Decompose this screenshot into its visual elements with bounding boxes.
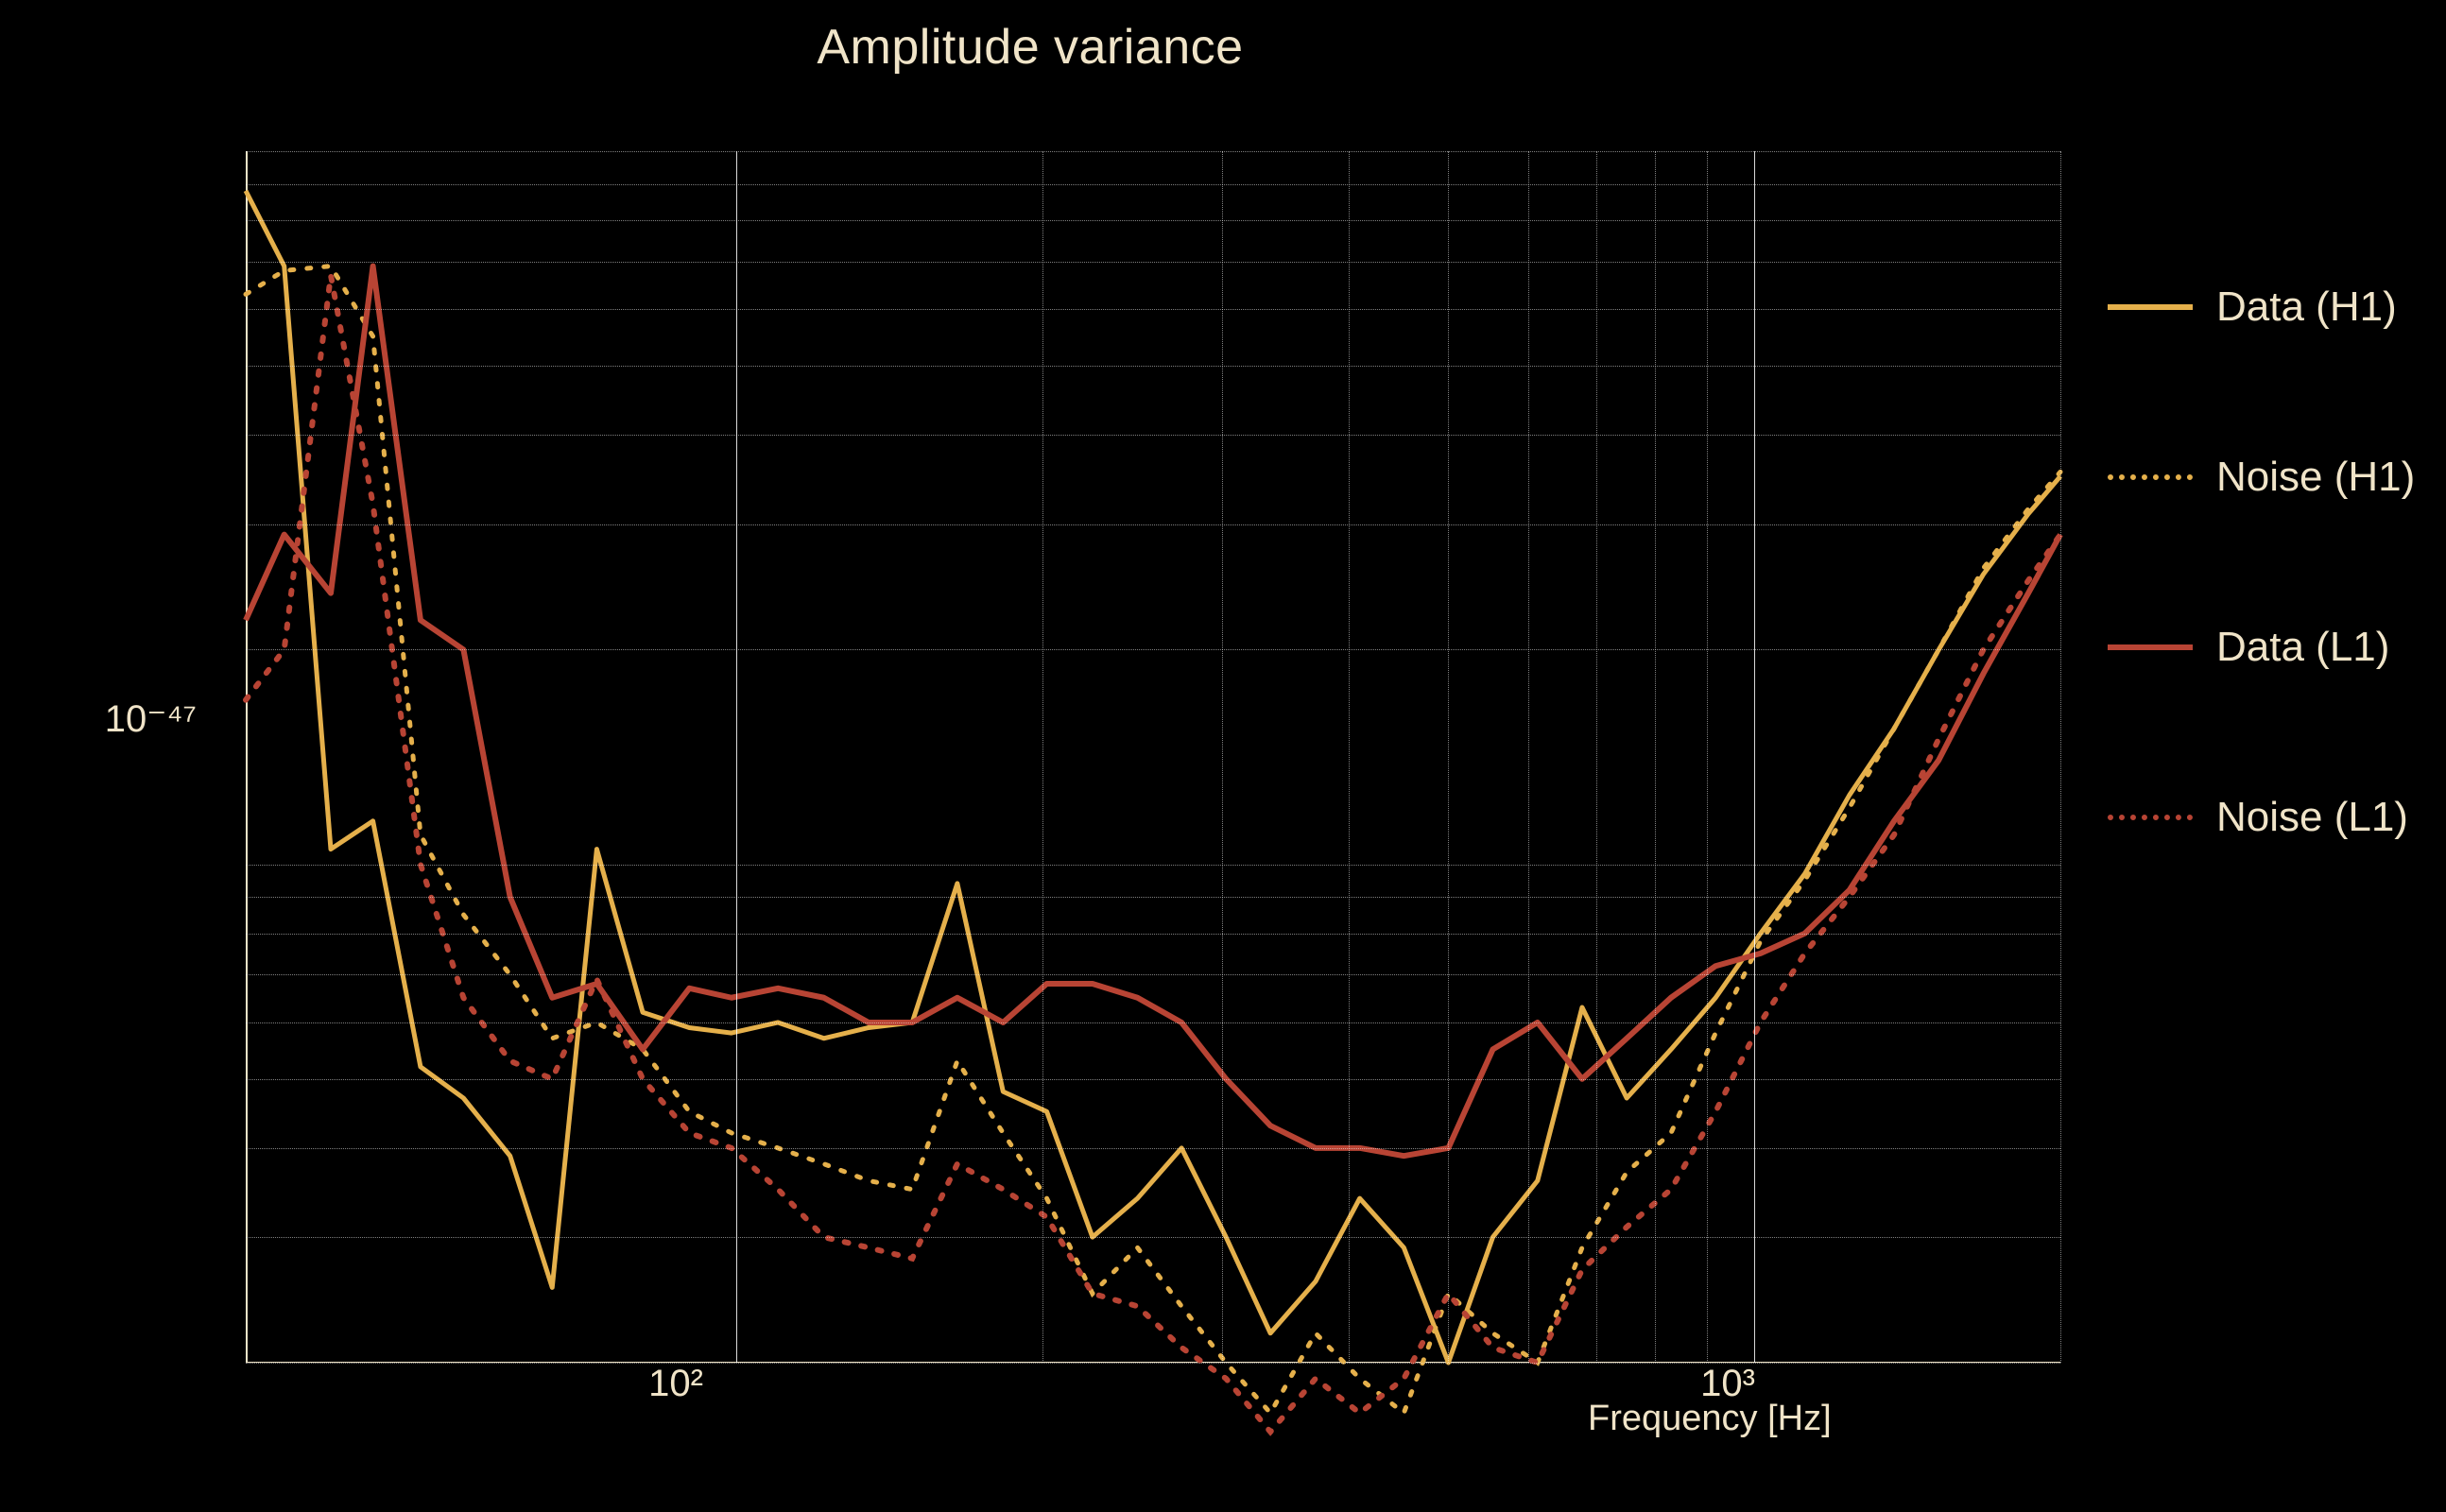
chart-container: Amplitude variance Amplitude variance Fr…	[0, 0, 2446, 1512]
gridline-horizontal	[246, 220, 2060, 222]
gridline-horizontal	[246, 435, 2060, 437]
legend: Data (H1) Noise (H1) Data (L1) Noise (L1…	[2108, 284, 2438, 841]
gridline-horizontal	[246, 309, 2060, 311]
y-tick-label: 10⁻⁴⁷	[8, 697, 197, 741]
gridline-vertical	[1707, 151, 1709, 1363]
gridline-vertical	[1448, 151, 1450, 1363]
gridline-horizontal	[246, 1363, 2060, 1365]
gridline-vertical	[1349, 151, 1351, 1363]
legend-label-data-l1: Data (L1)	[2216, 624, 2389, 671]
gridline-horizontal	[246, 974, 2060, 976]
gridline-vertical	[1754, 151, 1756, 1363]
gridline-horizontal	[246, 649, 2060, 651]
legend-item-noise-h1[interactable]: Noise (H1)	[2108, 454, 2438, 501]
legend-swatch-noise-l1	[2108, 815, 2193, 820]
gridline-horizontal	[246, 524, 2060, 526]
gridline-horizontal	[246, 1079, 2060, 1081]
legend-swatch-data-h1	[2108, 304, 2193, 310]
gridline-horizontal	[246, 366, 2060, 368]
legend-item-data-l1[interactable]: Data (L1)	[2108, 624, 2438, 671]
gridline-horizontal	[246, 1237, 2060, 1239]
gridline-horizontal	[246, 897, 2060, 899]
legend-item-data-h1[interactable]: Data (H1)	[2108, 284, 2438, 331]
gridline-vertical	[1042, 151, 1044, 1363]
gridline-vertical	[1596, 151, 1598, 1363]
gridline-horizontal	[246, 151, 2060, 153]
legend-swatch-data-l1	[2108, 644, 2193, 650]
gridline-vertical	[736, 151, 738, 1363]
gridline-vertical	[1222, 151, 1224, 1363]
gridline-vertical	[1528, 151, 1530, 1363]
data-series-svg	[246, 151, 2060, 1363]
legend-item-noise-l1[interactable]: Noise (L1)	[2108, 794, 2438, 841]
gridline-horizontal	[246, 262, 2060, 264]
gridline-horizontal	[246, 184, 2060, 186]
chart-title: Amplitude variance	[0, 19, 2060, 76]
legend-swatch-noise-h1	[2108, 474, 2193, 480]
gridline-vertical	[1655, 151, 1657, 1363]
legend-label-noise-h1: Noise (H1)	[2216, 454, 2415, 501]
gridline-horizontal	[246, 1022, 2060, 1024]
gridline-vertical	[2060, 151, 2062, 1363]
gridline-horizontal	[246, 934, 2060, 936]
legend-label-noise-l1: Noise (L1)	[2216, 794, 2408, 841]
legend-label-data-h1: Data (H1)	[2216, 284, 2397, 331]
x-tick-label-1000: 10³	[1671, 1363, 1784, 1405]
gridline-horizontal	[246, 865, 2060, 867]
x-tick-label-100: 10²	[619, 1363, 732, 1405]
y-axis-label: Amplitude variance	[19, 0, 60, 217]
gridline-horizontal	[246, 1148, 2060, 1150]
line-series-noise-l1-[interactable]	[246, 275, 2060, 1432]
line-series-noise-h1-[interactable]	[246, 266, 2060, 1414]
plot-area: 10⁻⁴⁷ 10² 10³	[246, 151, 2060, 1363]
